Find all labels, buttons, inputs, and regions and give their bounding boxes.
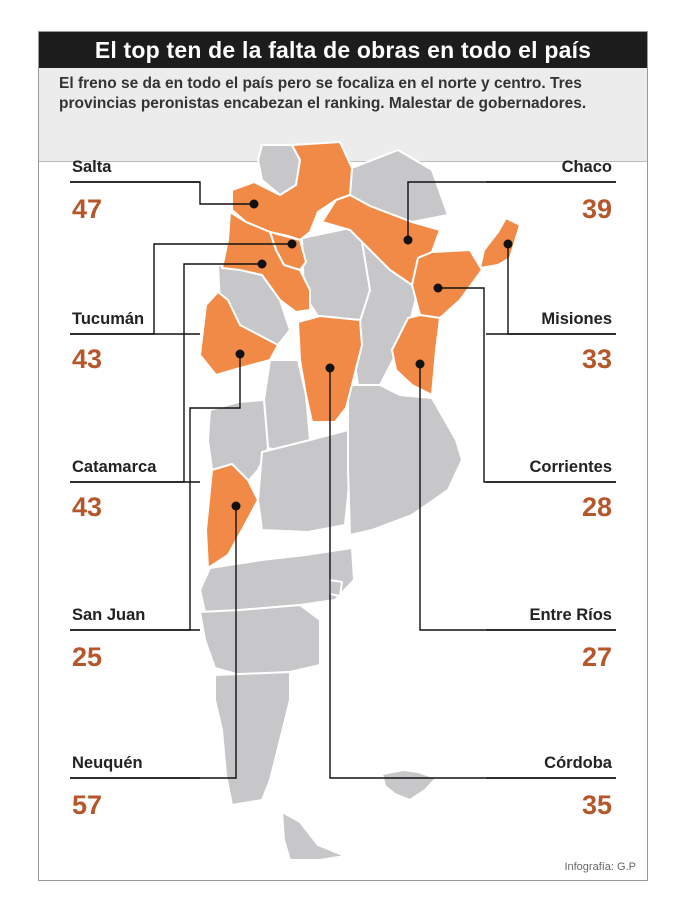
label-misiones-name: Misiones [541, 310, 612, 328]
shape-la-pampa [257, 429, 351, 533]
dot-cordoba [325, 363, 335, 373]
shape-san-juan [199, 291, 279, 376]
label-san-juan-name: San Juan [72, 606, 145, 624]
dot-tucuman [287, 239, 297, 249]
dot-misiones [503, 239, 513, 249]
subtitle-line-2: provincias peronistas encabezan el ranki… [59, 95, 587, 112]
shape-santa-cruz [214, 671, 291, 806]
shape-corrientes [411, 249, 483, 319]
label-entre-rios-value: 27 [582, 642, 612, 672]
label-neuquen-name: Neuquén [72, 754, 143, 772]
label-misiones-value: 33 [582, 344, 612, 374]
shape-tierra-del-fuego [281, 811, 346, 861]
shape-malvinas [381, 769, 437, 801]
subtitle-line-1: El freno se da en todo el país pero se f… [59, 75, 582, 92]
dot-neuquen [231, 501, 241, 511]
label-tucuman-value: 43 [72, 344, 102, 374]
label-neuquen-value: 57 [72, 790, 102, 820]
label-salta-value: 47 [72, 194, 102, 224]
shape-misiones [479, 217, 521, 269]
label-entre-rios-name: Entre Ríos [529, 606, 612, 624]
label-cordoba-name: Córdoba [544, 754, 613, 772]
label-chaco-value: 39 [582, 194, 612, 224]
shape-neuquen [205, 463, 259, 569]
shape-santiago-del-estero [301, 227, 371, 321]
label-corrientes-name: Corrientes [529, 458, 612, 476]
dot-entre-rios [415, 359, 425, 369]
shape-buenos-aires [347, 384, 463, 536]
dot-chaco [403, 235, 413, 245]
label-salta-name: Salta [72, 158, 112, 176]
province-shapes [199, 141, 521, 861]
dot-san-juan [235, 349, 245, 359]
label-tucuman-name: Tucumán [72, 310, 144, 328]
dot-catamarca [257, 259, 267, 269]
credit: Infografía: G.P [564, 861, 636, 873]
label-san-juan-value: 25 [72, 642, 102, 672]
label-catamarca-value: 43 [72, 492, 102, 522]
label-chaco-name: Chaco [562, 158, 612, 176]
shape-peninsula [329, 579, 343, 597]
dot-corrientes [433, 283, 443, 293]
label-cordoba-value: 35 [582, 790, 612, 820]
province-labels: Salta 47 Tucumán 43 Catamarca 43 San Jua… [72, 158, 613, 820]
label-corrientes-value: 28 [582, 492, 612, 522]
shape-rio-negro [199, 547, 355, 613]
shape-entre-rios [391, 314, 441, 396]
shape-chubut [199, 604, 321, 676]
dot-salta [249, 199, 259, 209]
province-dots [231, 199, 513, 511]
label-catamarca-name: Catamarca [72, 458, 157, 476]
title: El top ten de la falta de obras en todo … [39, 32, 647, 68]
